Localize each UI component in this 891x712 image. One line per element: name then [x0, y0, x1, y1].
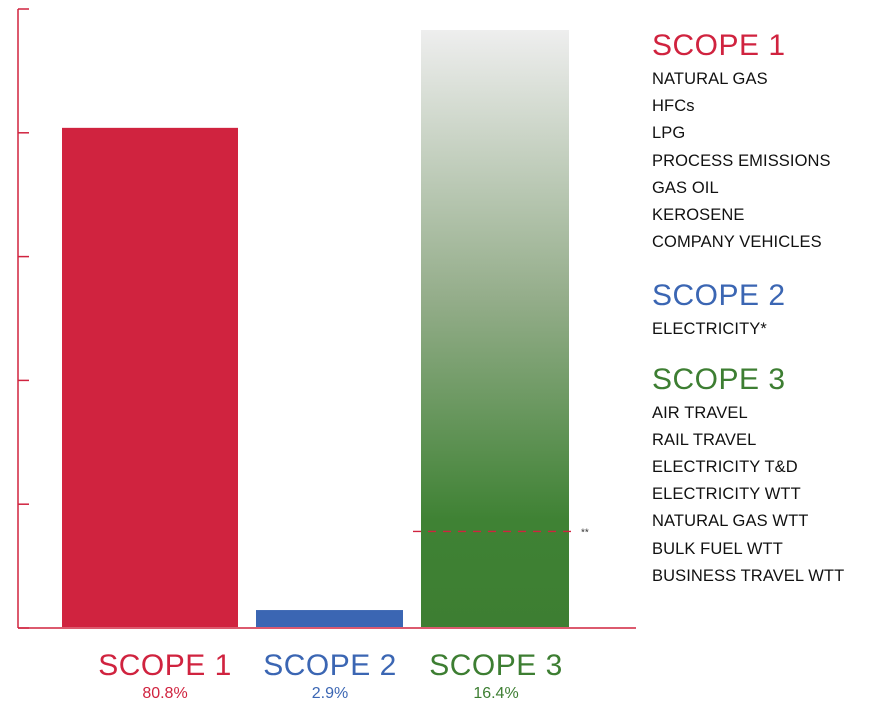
scope3-marker-label: ** — [581, 527, 589, 538]
bar-scope3 — [421, 30, 569, 627]
category-label-scope2: SCOPE 2 2.9% — [245, 648, 415, 704]
category-name: SCOPE 3 — [429, 649, 563, 682]
legend-item: COMPANY VEHICLES — [652, 233, 822, 252]
data-label: 2.9% — [311, 685, 349, 702]
legend-group-scope3: SCOPE 3 AIR TRAVEL RAIL TRAVEL ELECTRICITY… — [652, 362, 888, 590]
legend-group-scope2: SCOPE 2 ELECTRICITY* — [652, 278, 888, 343]
legend-item: ELECTRICITY WTT — [652, 485, 801, 504]
legend-item: RAIL TRAVEL — [652, 430, 757, 449]
legend-heading-scope1: SCOPE 1 — [652, 29, 786, 62]
category-label-scope1: SCOPE 1 80.8% — [80, 648, 250, 704]
legend-item: NATURAL GAS — [652, 70, 768, 88]
bar-scope2 — [256, 610, 403, 627]
legend-item: GAS OIL — [652, 178, 719, 197]
axis-layer — [17, 8, 636, 629]
legend-heading-scope3: SCOPE 3 — [652, 362, 786, 396]
legend-item: ELECTRICITY T&D — [652, 458, 798, 477]
legend: SCOPE 1 NATURAL GAS HFCs LPG PROCESS EMISSI… — [652, 28, 888, 590]
legend-heading-scope2: SCOPE 2 — [652, 279, 786, 313]
bar-layer — [62, 30, 569, 628]
marker-layer: ** — [413, 527, 589, 538]
legend-list-scope1: NATURAL GAS HFCs LPG PROCESS EMISSIONS GAS O… — [652, 66, 888, 256]
data-label: 16.4% — [473, 685, 519, 702]
legend-group-scope1: SCOPE 1 NATURAL GAS HFCs LPG PROCESS EMISSI… — [652, 28, 888, 256]
legend-item: NATURAL GAS WTT — [652, 512, 809, 531]
bar-scope1 — [62, 127, 238, 628]
category-name: SCOPE 2 — [263, 649, 397, 682]
legend-item: AIR TRAVEL — [652, 403, 748, 422]
legend-item: BULK FUEL WTT — [652, 539, 783, 558]
legend-list-scope2: ELECTRICITY* — [652, 316, 888, 343]
chart-plot: ** — [17, 8, 636, 629]
category-label-scope3: SCOPE 3 16.4% — [411, 648, 581, 704]
legend-item: PROCESS EMISSIONS — [652, 151, 831, 170]
legend-item: KEROSENE — [652, 206, 745, 225]
legend-item: HFCs — [652, 97, 695, 116]
data-label: 80.8% — [142, 685, 188, 702]
legend-list-scope3: AIR TRAVEL RAIL TRAVEL ELECTRICITY T&D ELEC… — [652, 400, 888, 590]
legend-item: BUSINESS TRAVEL WTT — [652, 566, 845, 585]
category-name: SCOPE 1 — [98, 649, 232, 682]
legend-item: ELECTRICITY* — [652, 320, 767, 339]
legend-item: LPG — [652, 124, 686, 143]
category-labels: SCOPE 1 80.8% SCOPE 2 2.9% SCOPE 3 16.4% — [0, 648, 640, 712]
